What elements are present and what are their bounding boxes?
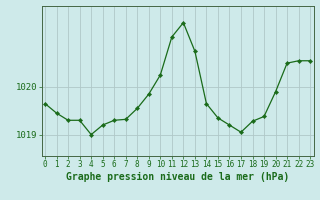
X-axis label: Graphe pression niveau de la mer (hPa): Graphe pression niveau de la mer (hPa) <box>66 172 289 182</box>
